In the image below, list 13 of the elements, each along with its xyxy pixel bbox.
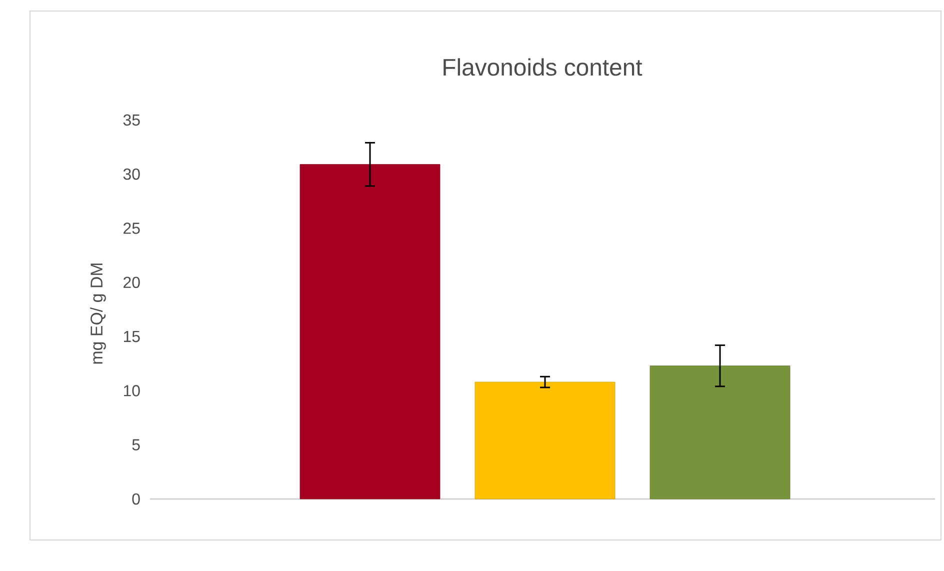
y-tick-label: 0 [132, 493, 140, 505]
bar [300, 164, 440, 500]
bar [474, 382, 616, 500]
y-tick-label: 15 [124, 330, 140, 342]
y-tick-label: 20 [124, 276, 140, 288]
chart-title: Flavonoids content [444, 58, 642, 76]
y-tick-label: 30 [123, 168, 140, 180]
bar [650, 366, 790, 500]
y-tick-label: 35 [123, 114, 140, 126]
y-tick-label: 5 [132, 439, 140, 450]
y-axis-title: mg EQ/ g DM [90, 264, 106, 364]
y-tick-label: 25 [124, 222, 140, 234]
y-tick-label: 10 [124, 385, 140, 396]
